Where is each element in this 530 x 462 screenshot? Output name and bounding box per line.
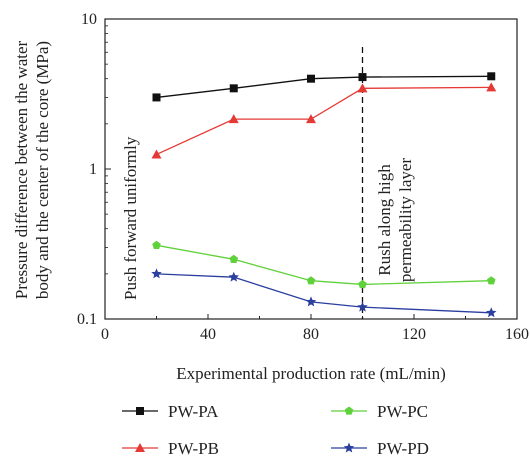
legend-marker-pw-pc (344, 406, 354, 415)
x-tick-label: 80 (303, 326, 319, 343)
legend: PW-PA PW-PC PW-PB PW-PD (122, 402, 429, 458)
y-axis-title-line1: Pressure difference between the water (12, 40, 31, 299)
data-point-pw-pa (307, 74, 315, 83)
data-point-pw-pc (486, 276, 496, 285)
series-line-pw-pb (156, 86, 492, 156)
plot-axes: 0 40 80 120 160 0.1 1 10 (77, 11, 529, 343)
x-tick-label: 160 (505, 326, 529, 343)
y-tick-label: 0.1 (77, 311, 97, 328)
data-point-pw-pb (306, 114, 316, 124)
data-point-pw-pb (357, 83, 368, 93)
x-axis-title: Experimental production rate (mL/min) (176, 364, 446, 383)
data-point-pw-pc (152, 240, 161, 249)
data-point-pw-pc (358, 279, 367, 289)
data-point-pw-pd (151, 268, 162, 279)
legend-marker-pw-pb (135, 443, 145, 452)
data-point-pw-pb (228, 114, 239, 124)
x-tick-label: 0 (101, 326, 109, 343)
annotation-rush-along-line1: Rush along high (375, 164, 394, 276)
legend-label-pw-pb: PW-PB (168, 439, 219, 458)
annotation-rush-along-line2: permeability layer (396, 158, 415, 282)
data-point-pw-pd (486, 307, 497, 318)
data-point-pw-pb (486, 82, 497, 92)
data-point-pw-pa (152, 93, 161, 102)
data-point-pw-pa (358, 73, 367, 82)
data-point-pw-pd (357, 301, 368, 312)
legend-label-pw-pd: PW-PD (377, 439, 429, 458)
y-axis-title-line2: body and the center of the core (MPa) (33, 41, 52, 299)
data-point-pw-pb (151, 149, 162, 159)
data-point-pw-pa (229, 84, 238, 93)
series-line-pw-pd (156, 273, 492, 314)
data-point-pw-pc (229, 254, 239, 263)
legend-label-pw-pa: PW-PA (168, 402, 219, 421)
data-point-pw-pc (306, 276, 316, 285)
annotation-push-forward: Push forward uniformly (121, 136, 140, 300)
x-tick-label: 40 (200, 326, 216, 343)
x-tick-label: 120 (402, 326, 426, 343)
legend-marker-pw-pd (343, 442, 355, 453)
legend-label-pw-pc: PW-PC (377, 402, 428, 421)
data-point-pw-pd (228, 271, 239, 282)
series-layer (151, 72, 497, 318)
series-line-pw-pa (156, 75, 492, 99)
y-tick-label: 1 (89, 161, 97, 178)
y-tick-label: 10 (81, 11, 97, 28)
series-line-pw-pc (156, 244, 492, 286)
data-point-pw-pd (305, 296, 317, 307)
legend-marker-pw-pa (136, 407, 144, 415)
data-point-pw-pa (487, 72, 496, 81)
